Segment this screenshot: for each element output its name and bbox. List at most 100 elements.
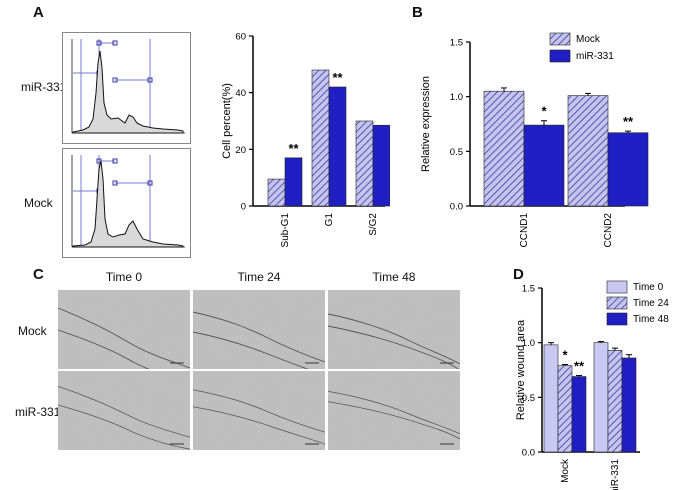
bar [483,90,525,207]
y-tick-label: 0.5 [522,393,535,404]
wound-edge [193,389,325,433]
wound-micrograph-image [328,371,460,450]
y-axis-label: Relative wound area [515,319,527,420]
bar [567,95,609,207]
wound-edge [193,311,325,363]
panel-label-a: A [33,4,44,21]
bar [543,344,559,453]
x-tick-label: CCND2 [603,213,614,248]
wound-edge [193,406,325,445]
wound-edge [328,313,460,365]
legend-swatch [606,312,628,326]
bar [372,124,390,207]
significance-mark: ** [623,114,634,129]
flow-histogram-mir331 [62,32,191,144]
bar [328,86,347,207]
wound-time-label-24: Time 24 [237,270,281,284]
wound-micrograph [193,290,325,369]
legend-label: Mock [576,34,601,45]
wound-micrograph [193,371,325,450]
y-tick-label: 1.5 [522,284,535,295]
y-axis-label: Cell percent(%) [221,83,233,159]
flow-histogram-mock-plot [71,155,185,248]
flow-row-label-mock: Mock [24,196,53,210]
x-tick-label: miR-331 [610,459,621,490]
significance-mark: ** [288,141,299,156]
x-tick-label: G1 [324,213,335,227]
x-tick-label: Mock [560,458,571,483]
flow-histogram-mir331-plot [71,39,185,134]
wound-area-chart: 0.0 0.5 1.0 1.5 Relative wound area Mock miR-3… [515,280,669,490]
bar [593,342,609,453]
y-tick-label: 20 [235,145,246,156]
y-tick-label: 0.0 [522,448,535,459]
wound-time-label-48: Time 48 [372,270,416,284]
wound-micrograph [328,290,460,369]
legend-label: Time 24 [633,298,669,309]
panel-label-d: D [513,266,524,283]
y-tick-label: 0 [241,202,246,213]
bar [571,376,587,453]
y-tick-label: 0.5 [450,147,463,158]
relative-expression-chart: 0.0 0.5 1.0 1.5 Relative expression CCND1 CCND… [420,32,649,248]
wound-edge [58,385,190,438]
significance-mark: * [541,104,547,119]
bar [311,69,330,207]
micrograph-texture [193,290,325,369]
wound-micrograph-image [193,371,325,450]
wound-time-label-0: Time 0 [105,270,143,284]
y-tick-label: 0.0 [450,202,463,213]
y-tick-label: 40 [235,88,246,99]
wound-micrograph-image [58,371,190,450]
cell-cycle-chart: 0 20 40 60 Cell percent(%) Sub-G1 G1 S/G2 ** ** [221,32,390,248]
x-tick-label: Sub-G1 [280,213,291,248]
bar [267,178,286,207]
bar [607,350,623,453]
wound-edge [58,329,150,369]
wound-edge [58,404,190,450]
flow-row-label-mir331: miR-331 [21,80,67,94]
wound-micrograph [328,371,460,450]
significance-mark: * [562,348,568,363]
flow-histogram-mock [62,148,191,258]
bar [523,124,565,207]
wound-micrograph-image [58,290,190,369]
x-tick-label: CCND1 [519,213,530,248]
y-tick-label: 1.0 [450,92,463,103]
micrograph-texture [328,371,460,450]
wound-edge [58,307,190,369]
legend-swatch [606,296,628,310]
y-tick-label: 1.5 [450,38,463,49]
wound-edge [328,401,460,440]
micrograph-texture [328,290,460,369]
wound-micrograph [58,290,190,369]
bar [557,365,573,453]
bar [284,157,303,207]
wound-row-label-mir331: miR-331 [15,405,61,419]
y-tick-label: 1.0 [522,338,535,349]
micrograph-texture [58,290,190,369]
x-tick-label: S/G2 [368,213,379,236]
bar [355,120,374,207]
wound-edge [193,331,309,369]
bar [607,132,649,207]
panel-label-c: C [33,266,44,283]
significance-mark: ** [332,70,343,85]
wound-edge [328,391,460,435]
legend-swatch [549,32,571,46]
wound-micrograph-image [193,290,325,369]
wound-micrograph-image [328,290,460,369]
y-tick-label: 60 [235,32,246,43]
wound-row-label-mock: Mock [18,324,47,338]
legend-label: miR-331 [576,51,614,62]
legend-label: Time 48 [633,314,669,325]
legend-label: Time 0 [633,282,664,293]
legend-swatch [606,280,628,294]
legend-swatch [549,49,571,63]
panel-label-b: B [412,4,423,21]
micrograph-texture [58,371,190,450]
wound-micrograph [58,371,190,450]
y-axis-label: Relative expression [420,76,432,172]
significance-mark: ** [574,358,585,373]
bar [621,357,637,453]
